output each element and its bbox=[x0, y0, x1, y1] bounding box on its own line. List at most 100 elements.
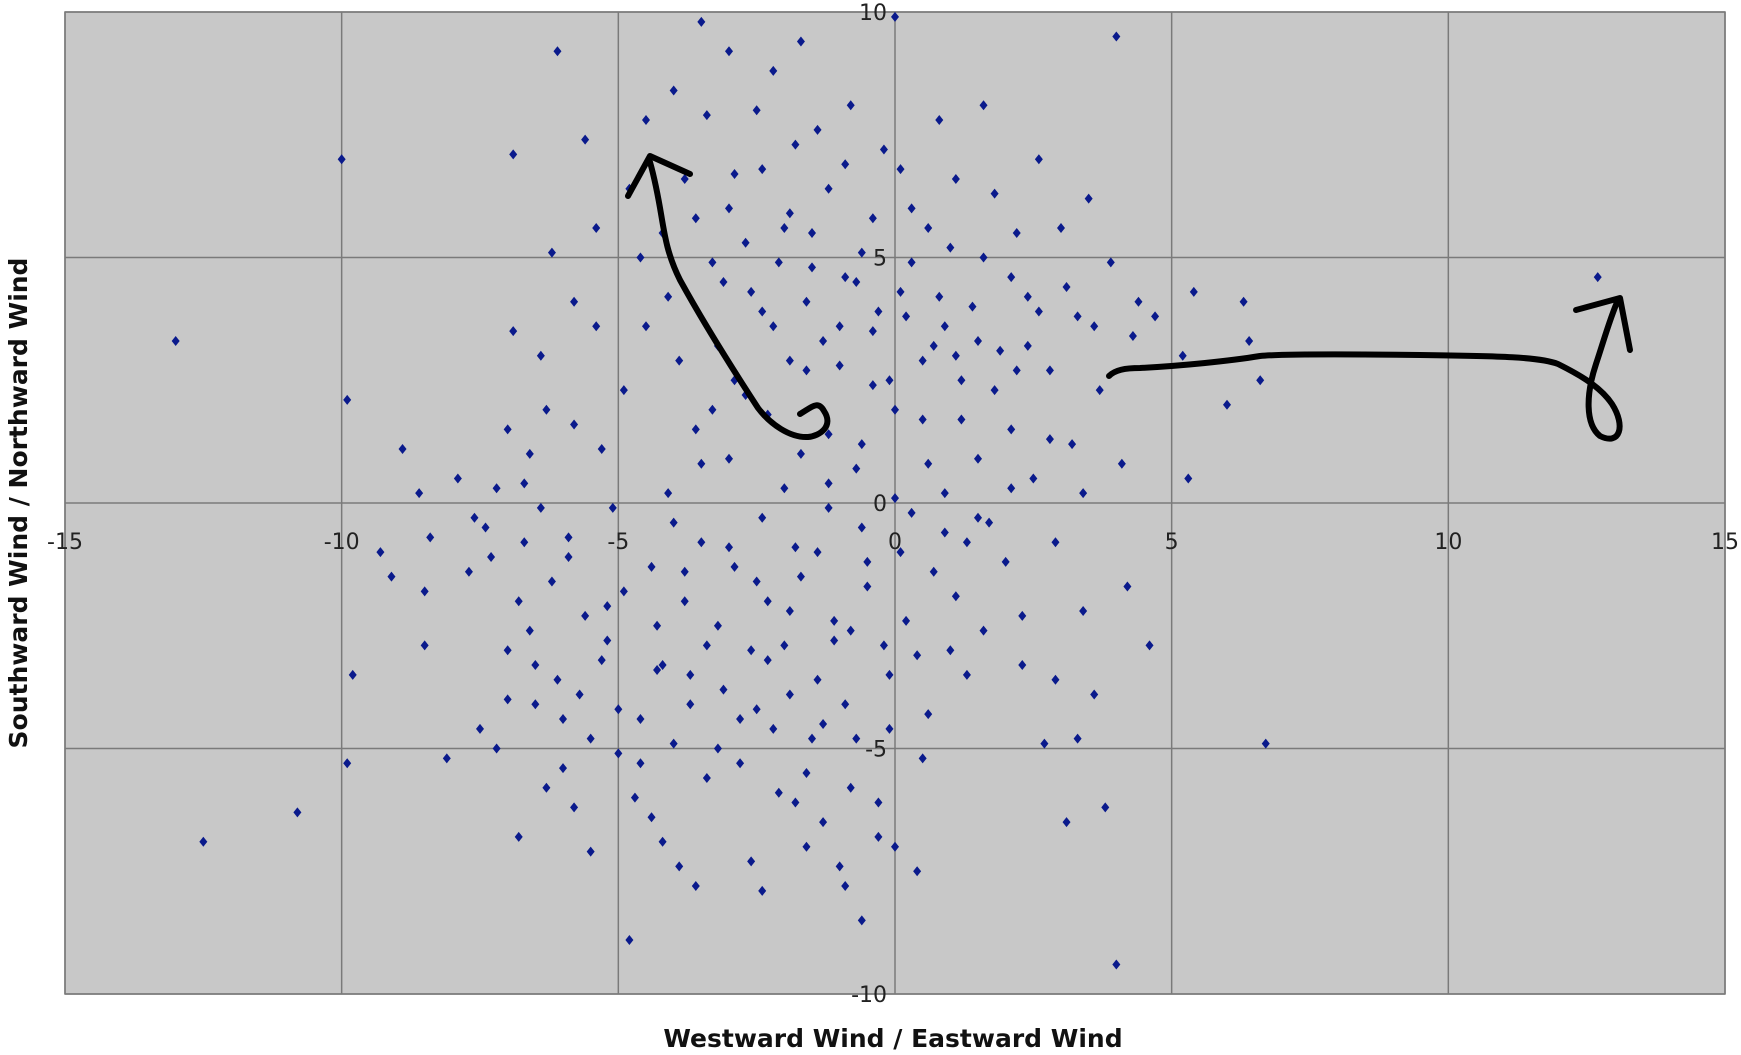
scatter-point bbox=[470, 512, 479, 523]
scatter-point bbox=[570, 296, 579, 307]
scatter-point bbox=[891, 404, 899, 415]
scatter-point bbox=[758, 885, 767, 896]
scatter-point bbox=[730, 561, 739, 572]
scatter-point bbox=[974, 512, 982, 523]
scatter-point bbox=[1057, 223, 1065, 234]
scatter-point bbox=[918, 414, 927, 425]
scatter-point bbox=[857, 522, 866, 533]
scatter-point bbox=[1128, 331, 1137, 342]
scatter-point bbox=[464, 566, 473, 577]
scatter-point bbox=[874, 831, 883, 842]
x-tick-label: 10 bbox=[1434, 530, 1462, 555]
scatter-point bbox=[808, 227, 816, 238]
scatter-point bbox=[1012, 227, 1021, 238]
scatter-point bbox=[525, 625, 534, 636]
scatter-point bbox=[559, 714, 567, 725]
scatter-point bbox=[531, 699, 540, 710]
scatter-point bbox=[929, 566, 938, 577]
y-tick-label: -5 bbox=[865, 738, 887, 763]
scatter-point bbox=[907, 257, 916, 268]
scatter-point bbox=[636, 714, 645, 725]
scatter-point bbox=[1223, 399, 1231, 410]
y-tick-label: 10 bbox=[859, 1, 887, 26]
scatter-point bbox=[348, 669, 357, 680]
scatter-point bbox=[747, 856, 756, 867]
scatter-point bbox=[896, 164, 905, 175]
scatter-point bbox=[426, 532, 435, 543]
scatter-point bbox=[636, 252, 645, 263]
scatter-point bbox=[725, 46, 733, 57]
scatter-point bbox=[680, 596, 689, 607]
scatter-point bbox=[1095, 385, 1104, 396]
scatter-point bbox=[957, 375, 966, 386]
scatter-point bbox=[758, 164, 767, 175]
scatter-point bbox=[625, 934, 634, 945]
scatter-point bbox=[852, 277, 861, 288]
scatter-point bbox=[769, 723, 778, 734]
scatter-point bbox=[669, 85, 678, 96]
scatter-point bbox=[924, 223, 933, 234]
scatter-point bbox=[1079, 606, 1088, 617]
scatter-point bbox=[547, 247, 556, 258]
scatter-point bbox=[824, 429, 833, 440]
scatter-point bbox=[398, 443, 407, 454]
scatter-point bbox=[581, 134, 590, 145]
scatter-point bbox=[796, 571, 805, 582]
scatter-point bbox=[802, 768, 811, 779]
scatter-point bbox=[420, 586, 429, 597]
hand-drawn-arrow-left bbox=[647, 159, 831, 440]
scatter-point bbox=[481, 522, 490, 533]
scatter-point bbox=[819, 335, 828, 346]
scatter-point bbox=[924, 458, 933, 469]
scatter-point bbox=[935, 115, 944, 126]
scatter-point bbox=[857, 247, 866, 258]
scatter-point bbox=[725, 542, 733, 553]
scatter-point bbox=[1256, 375, 1265, 386]
scatter-point bbox=[675, 355, 684, 366]
scatter-point bbox=[802, 365, 811, 376]
scatter-point bbox=[592, 321, 601, 332]
scatter-point bbox=[902, 615, 911, 626]
scatter-point bbox=[570, 802, 579, 813]
scatter-point bbox=[1045, 365, 1054, 376]
scatter-point bbox=[708, 404, 717, 415]
scatter-point bbox=[343, 394, 352, 405]
scatter-point bbox=[642, 115, 650, 126]
scatter-point bbox=[868, 326, 877, 337]
scatter-point bbox=[846, 100, 855, 111]
scatter-point bbox=[1112, 959, 1121, 970]
scatter-point bbox=[835, 360, 844, 371]
scatter-point bbox=[171, 335, 180, 346]
scatter-point bbox=[758, 512, 767, 523]
scatter-point bbox=[758, 306, 767, 317]
scatter-point bbox=[1239, 296, 1248, 307]
scatter-point bbox=[636, 758, 645, 769]
scatter-point bbox=[608, 502, 617, 513]
scatter-point bbox=[492, 483, 501, 494]
scatter-point bbox=[885, 723, 894, 734]
scatter-point bbox=[852, 463, 861, 474]
scatter-point bbox=[1151, 311, 1160, 322]
scatter-point bbox=[337, 154, 346, 165]
scatter-point bbox=[985, 517, 994, 528]
scatter-point bbox=[1034, 306, 1043, 317]
scatter-point bbox=[885, 375, 894, 386]
scatter-point bbox=[813, 547, 822, 558]
scatter-point bbox=[575, 689, 584, 700]
scatter-point bbox=[686, 669, 695, 680]
scatter-point bbox=[514, 831, 523, 842]
scatter-point bbox=[913, 866, 922, 877]
scatter-point bbox=[680, 566, 689, 577]
scatter-point bbox=[841, 159, 850, 170]
scatter-point bbox=[879, 640, 888, 651]
scatter-point bbox=[1045, 434, 1054, 445]
scatter-point bbox=[1261, 738, 1270, 749]
scatter-point bbox=[785, 355, 794, 366]
scatter-point bbox=[343, 758, 352, 769]
scatter-point bbox=[824, 478, 833, 489]
scatter-point bbox=[846, 625, 855, 636]
scatter-point bbox=[736, 758, 745, 769]
scatter-point bbox=[559, 763, 567, 774]
scatter-point bbox=[547, 576, 556, 587]
scatter-point bbox=[868, 213, 877, 224]
